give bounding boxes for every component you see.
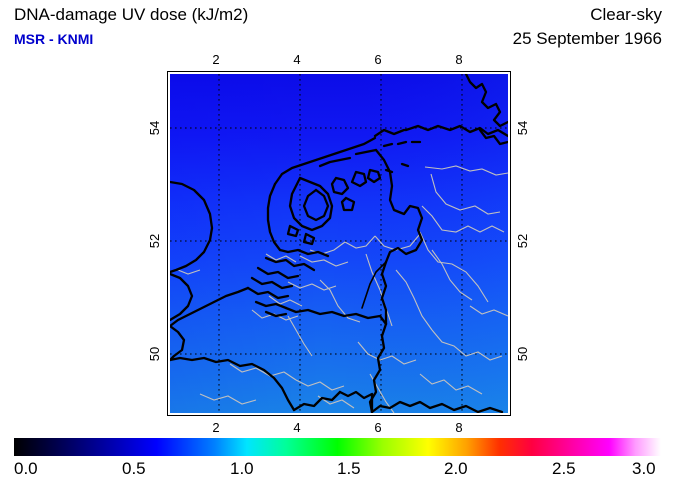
lon-tick-top-6: 6 [374,52,382,67]
colorbar-tick-6: 3.0 [632,459,656,478]
attribution-label: MSR - KNMI [14,31,94,47]
lat-tick-left-50: 50 [147,346,162,362]
graticule [170,74,508,413]
lat-tick-left-52: 52 [147,233,162,249]
date-label: 25 September 1966 [512,29,662,48]
lon-tick-top-4: 4 [293,52,301,67]
page-title: DNA-damage UV dose (kJ/m2) [14,5,249,24]
sky-condition-label: Clear-sky [590,5,662,24]
internal-borders [177,165,508,413]
colorbar-tick-1: 0.5 [122,459,146,478]
lon-tick-bottom-6: 6 [374,420,382,435]
lat-tick-left-54: 54 [147,120,162,136]
lat-tick-right-52: 52 [515,233,530,249]
lon-tick-bottom-8: 8 [455,420,463,435]
colorbar-tick-3: 1.5 [337,459,361,478]
colorbar-tick-5: 2.5 [552,459,576,478]
lon-tick-bottom-2: 2 [212,420,220,435]
colorbar-tick-2: 1.0 [230,459,254,478]
colorbar-tick-0: 0.0 [14,459,38,478]
lat-tick-right-50: 50 [515,346,530,362]
map-plot-area [170,74,508,413]
lon-tick-top-2: 2 [212,52,220,67]
map-panel: 2 4 6 8 2 4 6 8 54 52 50 54 52 50 [147,52,530,435]
coastline-and-borders [170,74,508,413]
colorbar [14,438,661,456]
lat-tick-right-54: 54 [515,120,530,136]
lon-tick-bottom-4: 4 [293,420,301,435]
colorbar-gradient [14,438,661,456]
lon-tick-top-8: 8 [455,52,463,67]
map-frame [167,71,511,416]
uv-dose-heatmap [170,74,508,413]
colorbar-tick-4: 2.0 [444,459,468,478]
